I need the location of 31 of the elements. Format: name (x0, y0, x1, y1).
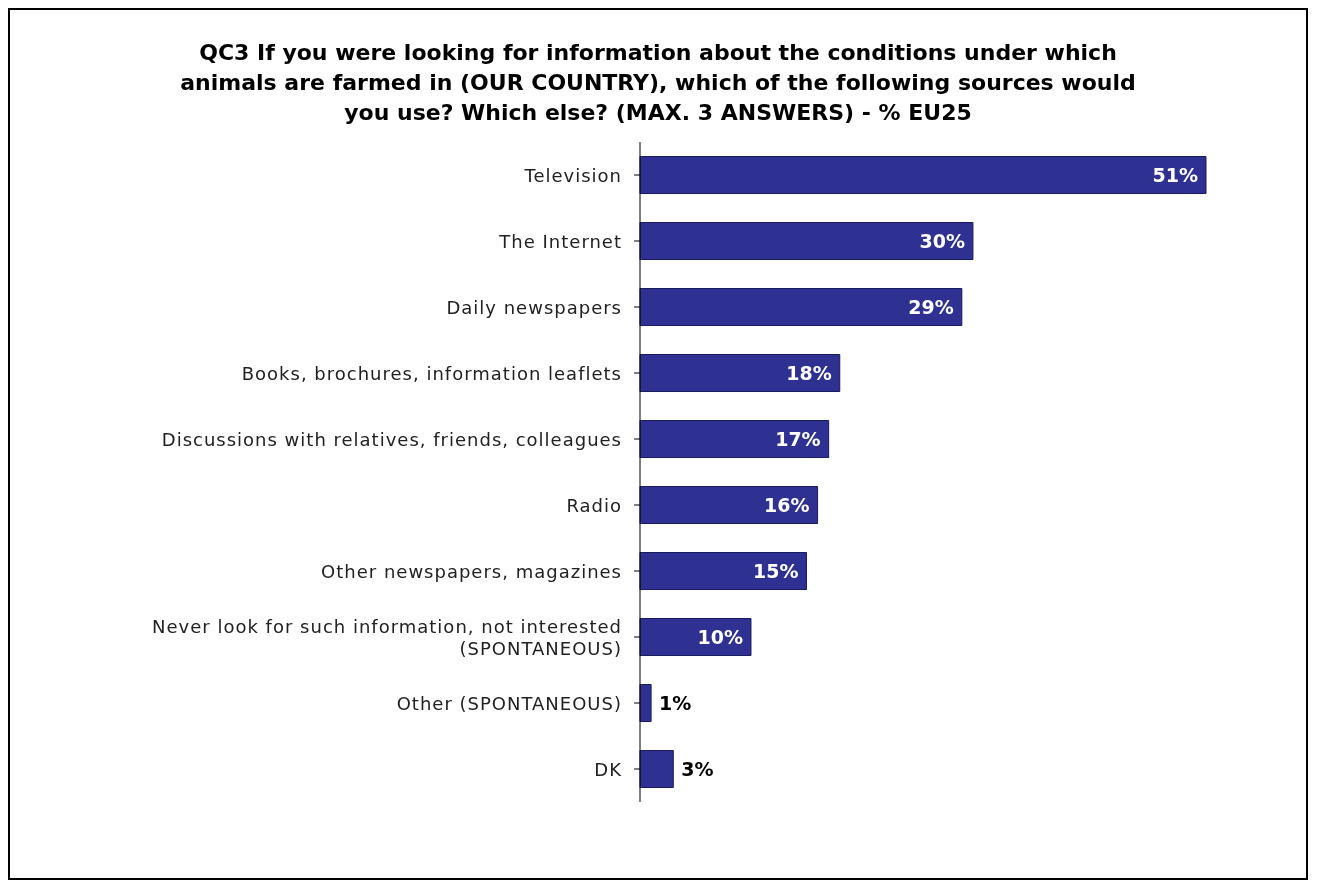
y-tick-label: Daily newspapers (446, 296, 622, 318)
bar (639, 156, 1207, 195)
y-tick-label: Radio (566, 494, 622, 516)
data-label: 16% (764, 494, 810, 517)
bar (639, 750, 674, 789)
bar (639, 552, 807, 591)
data-label: 15% (752, 560, 799, 583)
y-tick-label: DK (594, 758, 623, 780)
y-tick-label: Books, brochures, information leaflets (241, 362, 622, 384)
data-label: 17% (775, 428, 821, 451)
y-tick-label: Other (SPONTANEOUS) (396, 692, 622, 714)
data-label: 3% (681, 758, 714, 781)
data-label: 51% (1152, 164, 1198, 187)
data-label: 10% (697, 626, 743, 649)
y-tick-label: Discussions with relatives, friends, colleagues (161, 428, 622, 450)
y-tick-label: Never look for such information, not interested (SPONTANEOUS) (152, 615, 622, 659)
y-tick-label: Television (523, 164, 622, 186)
bar (639, 222, 974, 261)
bar (639, 354, 841, 393)
data-label: 29% (908, 296, 954, 319)
bar (639, 618, 752, 657)
y-tick-label: Other newspapers, magazines (321, 560, 622, 582)
bar (639, 486, 819, 525)
chart-title: QC3 If you were looking for information about the conditions under which animals are farmed in (OUR COUNTRY), which of the following sources would you use? Which else? (MAX. 3 ANSWERS) - % EU25 (179, 39, 1137, 127)
data-label: 18% (786, 362, 832, 385)
bar (639, 420, 830, 459)
data-label: 1% (659, 692, 692, 715)
data-label: 30% (919, 230, 965, 253)
bar (639, 288, 963, 327)
bar (639, 684, 652, 723)
y-tick-label: The Internet (498, 230, 622, 252)
